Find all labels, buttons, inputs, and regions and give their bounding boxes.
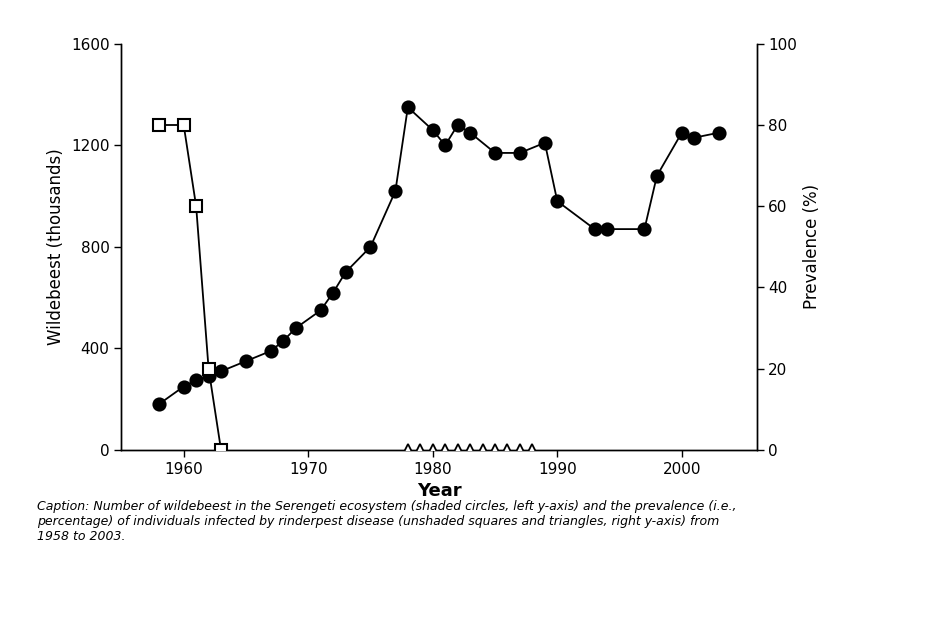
- Text: Caption: Number of wildebeest in the Serengeti ecosystem (shaded circles, left y: Caption: Number of wildebeest in the Ser…: [37, 500, 737, 543]
- X-axis label: Year: Year: [417, 482, 461, 501]
- Y-axis label: Wildebeest (thousands): Wildebeest (thousands): [48, 149, 65, 345]
- Y-axis label: Prevalence (%): Prevalence (%): [803, 184, 821, 309]
